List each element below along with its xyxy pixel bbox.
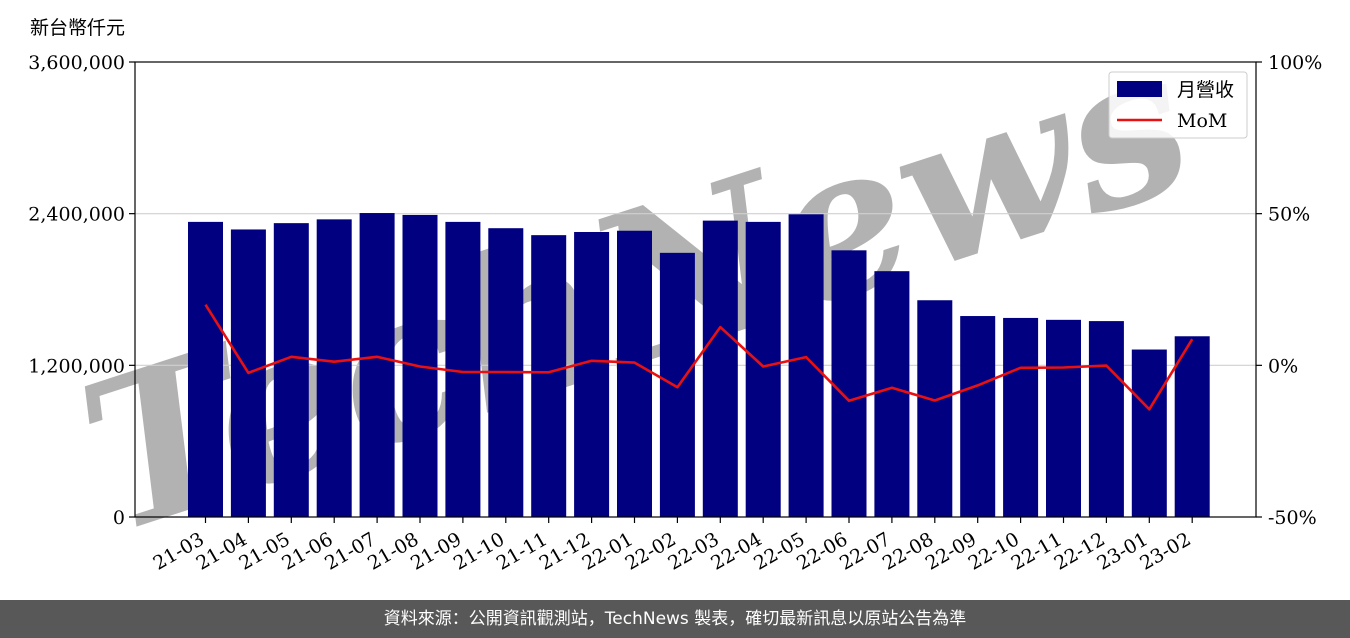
legend-swatch-revenue [1117,81,1162,97]
revenue-bar [874,271,909,517]
revenue-bar [960,316,995,517]
source-footer: 資料來源：公開資訊觀測站，TechNews 製表，確切最新訊息以原站公告為準 [0,600,1350,638]
revenue-bar [789,214,824,517]
y-left-tick-label: 2,400,000 [28,204,125,226]
revenue-bar [574,232,609,517]
revenue-bar [360,213,395,517]
revenue-bar [660,253,695,517]
revenue-bar [1175,336,1210,517]
revenue-bar [703,221,738,517]
legend-label-revenue: 月營收 [1177,79,1234,101]
revenue-bar [1046,320,1081,517]
y-left-tick-label: 3,600,000 [28,52,125,74]
revenue-bar [746,222,781,517]
legend-label-mom: MoM [1177,110,1227,132]
revenue-bar [1132,350,1167,517]
y-axis-right: -50% 0% 50% 100% [1256,52,1322,529]
revenue-bar [188,222,223,517]
y-right-tick-label: -50% [1268,507,1317,529]
y-left-tick-label: 1,200,000 [28,355,125,377]
revenue-bar [1003,318,1038,517]
x-tick-label: 23-02 [1136,528,1194,574]
revenue-bar [317,219,352,517]
legend: 月營收 MoM [1109,72,1247,138]
y-right-tick-label: 50% [1268,204,1310,226]
x-axis: 21-0321-0421-0521-0621-0721-0821-0921-10… [150,517,1195,575]
y-left-tick-label: 0 [113,507,125,529]
revenue-bar [274,223,309,517]
revenue-bar [1089,321,1124,517]
revenue-bar [917,300,952,517]
revenue-bar [531,235,566,517]
y-axis-unit-label: 新台幣仟元 [30,17,125,39]
y-right-tick-label: 0% [1268,355,1298,377]
y-right-tick-label: 100% [1268,52,1322,74]
revenue-bar [617,231,652,517]
revenue-bar [832,250,867,517]
